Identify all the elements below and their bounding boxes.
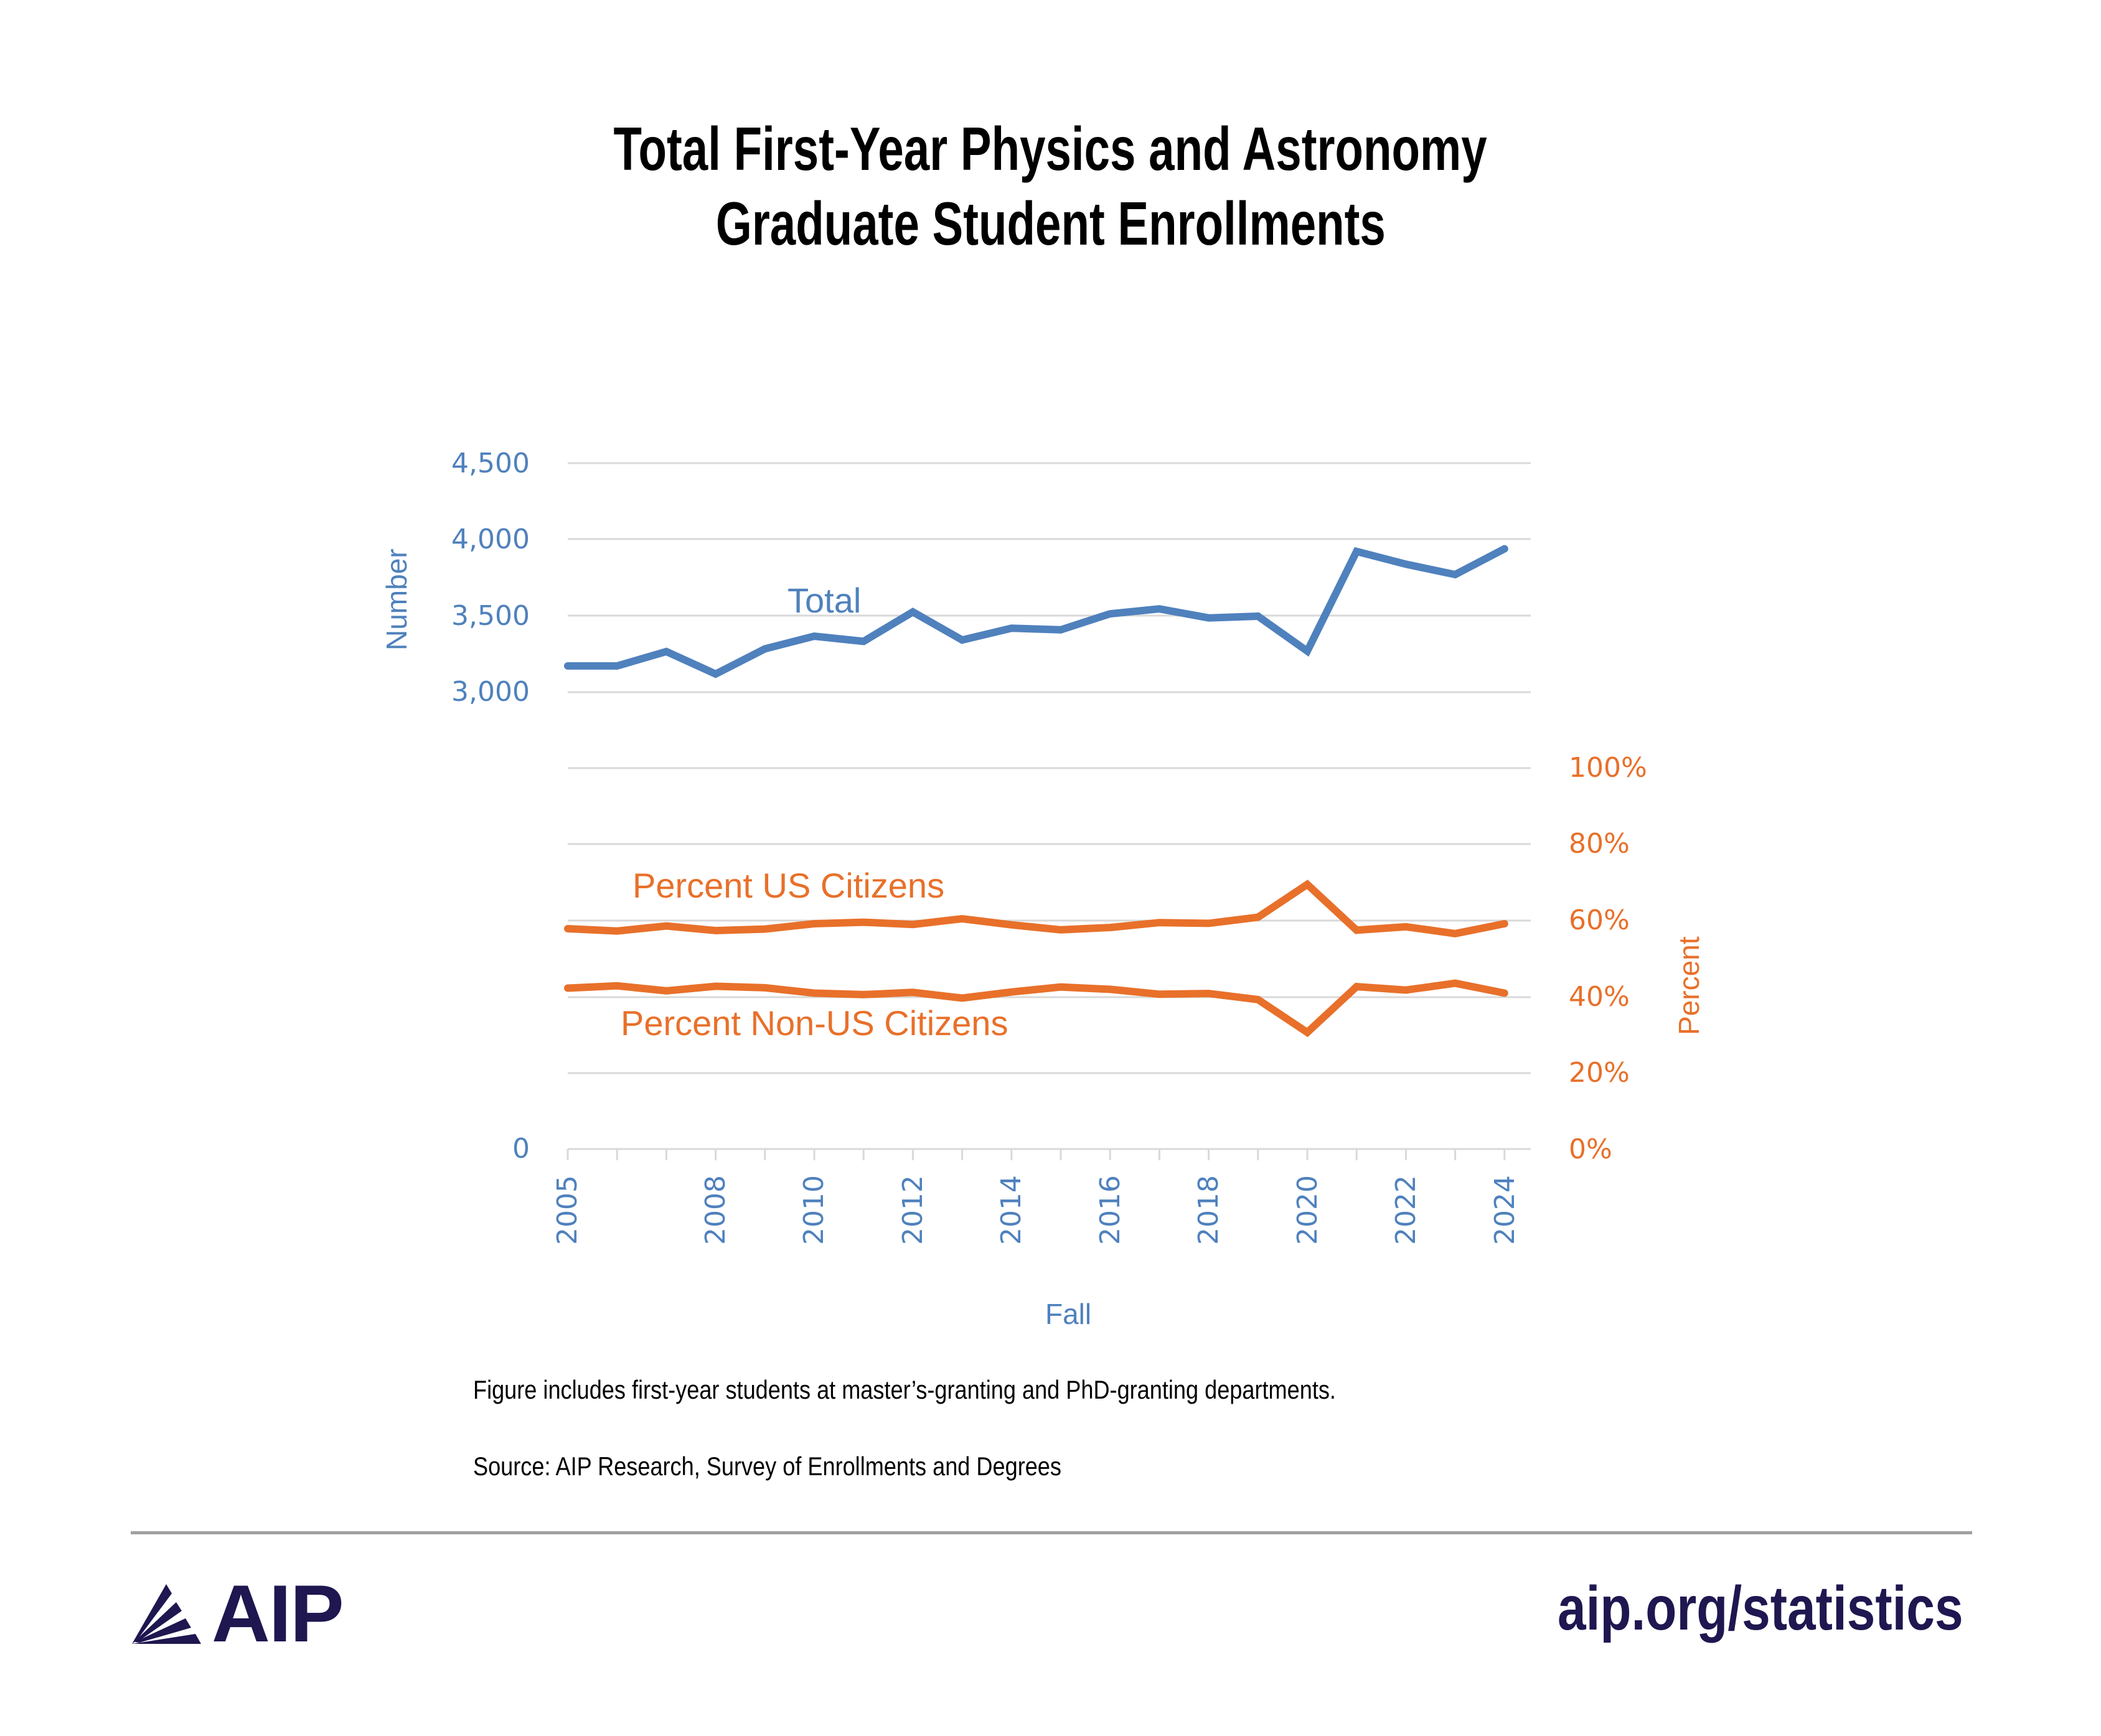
x-tick-2024: 2024 (1489, 1175, 1521, 1245)
x-tick-2016: 2016 (1094, 1175, 1126, 1245)
x-tick-2012: 2012 (897, 1175, 929, 1245)
y-tick-20pct: 20% (1569, 1057, 1630, 1089)
title-text-1: Total First-Year Physics and Astronomy (613, 115, 1488, 183)
series-line-percent-us-citizens (564, 880, 1508, 937)
y-tick-3500: 3,500 (451, 600, 530, 632)
source-note: Source: AIP Research, Survey of Enrollme… (473, 1452, 1061, 1481)
y-axis-title-left: Number (380, 548, 413, 650)
series-line-total (564, 545, 1508, 678)
x-tick-2020: 2020 (1292, 1175, 1323, 1245)
series-label-us-citizens: Percent US Citizens (632, 866, 945, 905)
chart-title-line-1: Total First-Year Physics and Astronomy (0, 118, 2101, 179)
series-label-total: Total (787, 581, 862, 620)
x-tick-2018: 2018 (1193, 1175, 1224, 1245)
statistics-url-link[interactable]: aip.org/statistics (1558, 1574, 1963, 1643)
y-tick-0: 0 (512, 1133, 530, 1165)
x-axis-title: Fall (1045, 1298, 1092, 1330)
y-tick-0pct: 0% (1569, 1133, 1612, 1165)
series-label-non-us-citizens: Percent Non-US Citizens (621, 1003, 1008, 1043)
y-axis-title-right: Percent (1673, 936, 1705, 1035)
y-tick-80pct: 80% (1569, 828, 1630, 860)
series-line-percent-non-us-citizens (564, 979, 1508, 1038)
chart-title-line-2: Graduate Student Enrollments (0, 193, 2101, 254)
x-tick-2010: 2010 (798, 1175, 830, 1245)
aip-logo-text: AIP (212, 1568, 344, 1659)
y-tick-4500: 4,500 (451, 448, 530, 479)
x-tick-2008: 2008 (700, 1175, 731, 1245)
x-tick-2005: 2005 (552, 1175, 583, 1245)
series-lines (564, 545, 1508, 1038)
y-tick-40pct: 40% (1569, 981, 1630, 1013)
x-tick-2022: 2022 (1390, 1175, 1422, 1245)
title-text-2: Graduate Student Enrollments (715, 189, 1386, 258)
y-tick-4000: 4,000 (451, 523, 530, 555)
footer-divider (131, 1531, 1972, 1534)
x-tick-2014: 2014 (995, 1175, 1027, 1245)
y-tick-3000: 3,000 (451, 676, 530, 708)
y-tick-100pct: 100% (1569, 752, 1647, 784)
figure-note: Figure includes first-year students at m… (473, 1375, 1336, 1404)
aip-logo-rays-icon (132, 1584, 202, 1644)
y-tick-60pct: 60% (1569, 904, 1630, 936)
x-axis (566, 1148, 1531, 1160)
gridlines (568, 462, 1531, 1074)
